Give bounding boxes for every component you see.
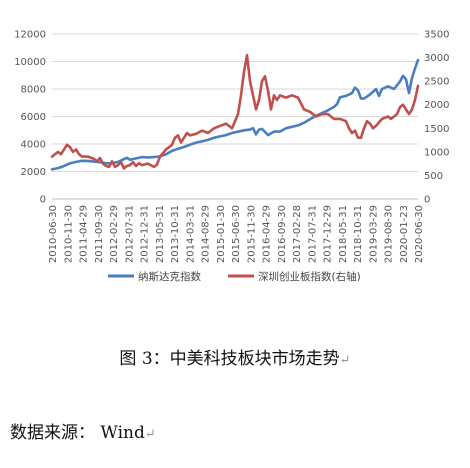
right-tick-label: 3000: [424, 53, 449, 64]
chart-svg: 0 2000 4000 6000 8000 10000 12000 0 500 1000 1500…: [14, 30, 449, 284]
x-tick-label: 2012-12-31: [140, 205, 151, 263]
left-tick-label: 4000: [21, 140, 46, 151]
x-tick-label: 2018-10-31: [353, 205, 364, 263]
x-tick-label: 2011-04-29: [79, 205, 90, 263]
right-y-axis: 0 500 1000 1500 2000 2500 3000 3500: [424, 30, 449, 206]
x-tick-label: 2017-02-28: [292, 205, 303, 263]
right-tick-label: 500: [424, 171, 443, 182]
x-tick-label: 2015-11-30: [246, 205, 257, 263]
x-tick-label: 2017-07-31: [307, 205, 318, 263]
x-tick-label: 2015-01-30: [216, 205, 227, 263]
figure-caption: 图 3：中美科技板块市场走势↵: [0, 344, 470, 369]
x-tick-label: 2018-05-31: [338, 205, 349, 263]
x-tick-label: 2010-06-30: [48, 205, 59, 263]
legend: 纳斯达克指数 深圳创业板指数(右轴): [108, 270, 361, 283]
x-tick-label: 2020-06-30: [414, 205, 425, 263]
x-tick-label: 2013-10-31: [170, 205, 181, 263]
legend-label: 纳斯达克指数: [138, 270, 201, 283]
x-tick-label: 2016-04-29: [262, 205, 273, 263]
x-tick-label: 2014-08-29: [201, 205, 212, 263]
x-tick-label: 2016-09-30: [277, 205, 288, 263]
x-tick-label: 2010-11-30: [63, 205, 74, 263]
right-tick-label: 1500: [424, 124, 449, 135]
right-tick-label: 2000: [424, 100, 449, 111]
grid-layer: [52, 33, 418, 200]
left-tick-label: 8000: [21, 85, 46, 96]
right-tick-label: 2500: [424, 77, 449, 88]
right-tick-label: 3500: [424, 30, 449, 41]
x-tick-label: 2019-08-30: [384, 205, 395, 263]
source-text: 数据来源： Wind: [10, 423, 145, 443]
x-tick-label: 2017-12-29: [323, 205, 334, 263]
data-source: 数据来源： Wind↵: [10, 418, 156, 443]
right-tick-label: 0: [424, 195, 430, 206]
x-tick-label: 2012-02-29: [109, 205, 120, 263]
x-tick-label: 2014-03-31: [185, 205, 196, 263]
nasdaq-series-line: [50, 58, 420, 171]
caption-text: 图 3：中美科技板块市场走势: [119, 349, 340, 369]
return-mark: ↵: [339, 353, 351, 368]
x-tick-label: 2011-09-30: [94, 205, 105, 263]
return-mark: ↵: [144, 427, 156, 442]
left-tick-label: 0: [40, 195, 46, 206]
chinext-series-line: [50, 53, 420, 170]
left-tick-label: 12000: [14, 30, 46, 41]
series-layer: [50, 53, 420, 171]
right-tick-label: 1000: [424, 147, 449, 158]
x-tick-label: 2015-06-30: [231, 205, 242, 263]
x-axis: 2010-06-30 2010-11-30 2011-04-29 2011-09-30…: [48, 205, 425, 263]
x-tick-label: 2012-07-31: [124, 205, 135, 263]
left-y-axis: 0 2000 4000 6000 8000 10000 12000: [14, 30, 46, 206]
x-tick-label: 2020-01-23: [399, 205, 410, 263]
legend-label: 深圳创业板指数(右轴): [258, 270, 361, 283]
x-tick-label: 2019-03-29: [368, 205, 379, 263]
left-tick-label: 10000: [14, 57, 46, 68]
left-tick-label: 2000: [21, 167, 46, 178]
left-tick-label: 6000: [21, 112, 46, 123]
x-tick-label: 2013-05-31: [155, 205, 166, 263]
